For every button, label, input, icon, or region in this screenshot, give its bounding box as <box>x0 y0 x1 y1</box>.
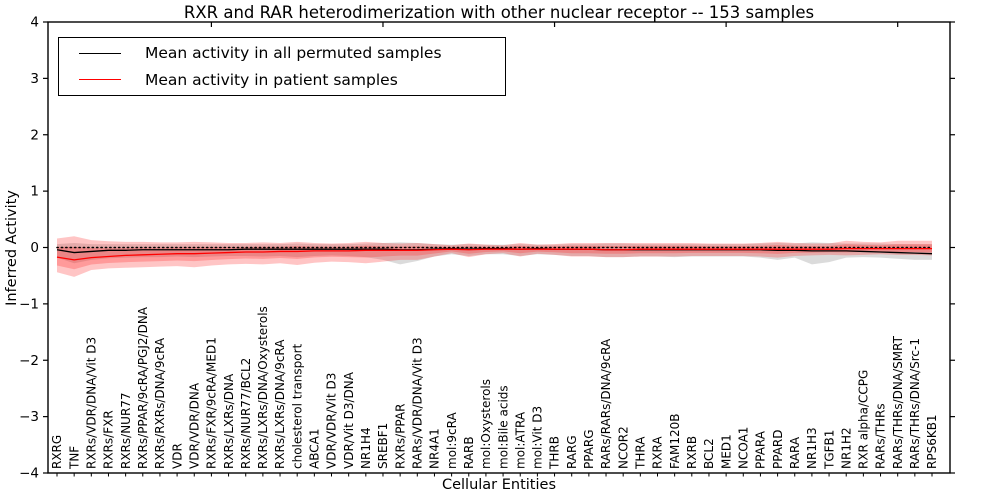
x-category-label: RXRB <box>685 436 699 469</box>
x-category-label: THRB <box>548 436 562 470</box>
legend-entry-permuted: Mean activity in all permuted samples <box>59 40 505 66</box>
x-category-label: PPARA <box>754 430 768 469</box>
x-category-label: ABCA1 <box>308 429 322 469</box>
y-tick-label: 3 <box>30 71 39 87</box>
patient-std-band-outer <box>57 236 932 277</box>
x-category-label: RXRs/LXRs/DNA/Oxysterols <box>256 306 270 469</box>
y-tick-label: −2 <box>19 353 39 369</box>
x-category-label: SREBF1 <box>376 423 390 469</box>
x-category-label: RARs/THRs <box>874 403 888 469</box>
x-category-label: RXRs/PPAR/9cRA/PGJ2/DNA <box>136 306 150 469</box>
legend-label-patient: Mean activity in patient samples <box>145 70 398 89</box>
x-category-label: NCOR2 <box>616 426 630 469</box>
x-category-label: VDR <box>170 443 184 469</box>
x-category-label: RXR alpha/CCPG <box>857 370 871 469</box>
x-category-label: TGFB1 <box>822 430 836 470</box>
x-category-label: NR4A1 <box>428 428 442 469</box>
x-category-label: TNF <box>67 446 81 470</box>
x-category-label: mol:Bile acids <box>496 385 510 469</box>
x-category-label: cholesterol transport <box>290 343 304 469</box>
x-category-label: BCL2 <box>702 438 716 469</box>
legend-label-permuted: Mean activity in all permuted samples <box>145 44 442 63</box>
x-category-label: RARs/RARs/DNA/9cRA <box>599 338 613 469</box>
black-line-sample-icon <box>79 52 121 54</box>
y-tick-label: −1 <box>19 296 39 312</box>
x-category-label: mol:ATRA <box>513 411 527 469</box>
x-category-label: RARs/THRs/DNA/Src-1 <box>908 338 922 469</box>
y-tick-label: 0 <box>30 240 39 256</box>
y-tick-label: 4 <box>30 15 39 31</box>
x-category-label: RARA <box>788 436 802 469</box>
x-category-label: RXRA <box>651 436 665 469</box>
x-axis-title: Cellular Entities <box>441 477 557 493</box>
x-category-label: RXRs/NUR77/BCL2 <box>239 358 253 469</box>
x-category-label: RXRs/FXR <box>102 410 116 469</box>
x-category-label: NCOA1 <box>736 427 750 469</box>
x-category-label: VDR/VDR/Vit D3 <box>325 373 339 469</box>
y-tick-label: −3 <box>19 409 39 425</box>
x-category-label: RARs/VDR/DNA/Vit D3 <box>410 337 424 469</box>
legend-entry-patient: Mean activity in patient samples <box>59 67 505 93</box>
x-category-label: VDR/Vit D3/DNA <box>342 371 356 469</box>
x-category-label: RXRs/LXRs/DNA <box>222 373 236 469</box>
x-category-label: RXRs/FXR/9cRA/MED1 <box>205 337 219 469</box>
x-category-label: NR1H3 <box>805 427 819 469</box>
x-category-label: VDR/VDR/DNA <box>187 382 201 469</box>
patient-std-band-inner <box>57 244 932 270</box>
x-category-label: mol:Vit D3 <box>531 406 545 469</box>
x-category-label: RXRG <box>50 435 64 469</box>
x-category-label: RARG <box>565 435 579 469</box>
x-category-label: RARB <box>462 436 476 469</box>
x-category-label: RARs/THRs/DNA/SMRT <box>891 335 905 469</box>
x-category-label: RXRs/PPAR <box>393 404 407 469</box>
x-category-label: RPS6KB1 <box>925 414 939 469</box>
x-category-label: mol:9cRA <box>445 412 459 469</box>
y-axis-title: Inferred Activity <box>4 190 20 306</box>
x-category-label: PPARD <box>771 430 785 470</box>
x-category-label: MED1 <box>719 434 733 469</box>
x-category-label: PPARG <box>582 429 596 469</box>
y-tick-label: 2 <box>30 127 39 143</box>
x-category-label: NR1H2 <box>839 427 853 469</box>
red-line-sample-icon <box>79 79 121 81</box>
x-category-label: THRA <box>634 436 648 470</box>
x-category-label: RXRs/NUR77 <box>119 392 133 469</box>
x-category-label: RXRs/VDR/DNA/Vit D3 <box>85 337 99 469</box>
patient-mean-line <box>56 247 932 261</box>
y-tick-label: 1 <box>30 184 39 200</box>
x-category-label: RXRs/LXRs/DNA/9cRA <box>273 339 287 469</box>
y-tick-label: −4 <box>19 466 39 482</box>
chart-title: RXR and RAR heterodimerization with othe… <box>183 3 815 22</box>
x-category-label: FAM120B <box>668 414 682 470</box>
x-category-label: NR1H4 <box>359 427 373 469</box>
x-category-label: mol:Oxysterols <box>479 379 493 469</box>
legend: Mean activity in all permuted samples Me… <box>58 37 506 96</box>
x-category-label: RXRs/RXRs/DNA/9cRA <box>153 337 167 469</box>
